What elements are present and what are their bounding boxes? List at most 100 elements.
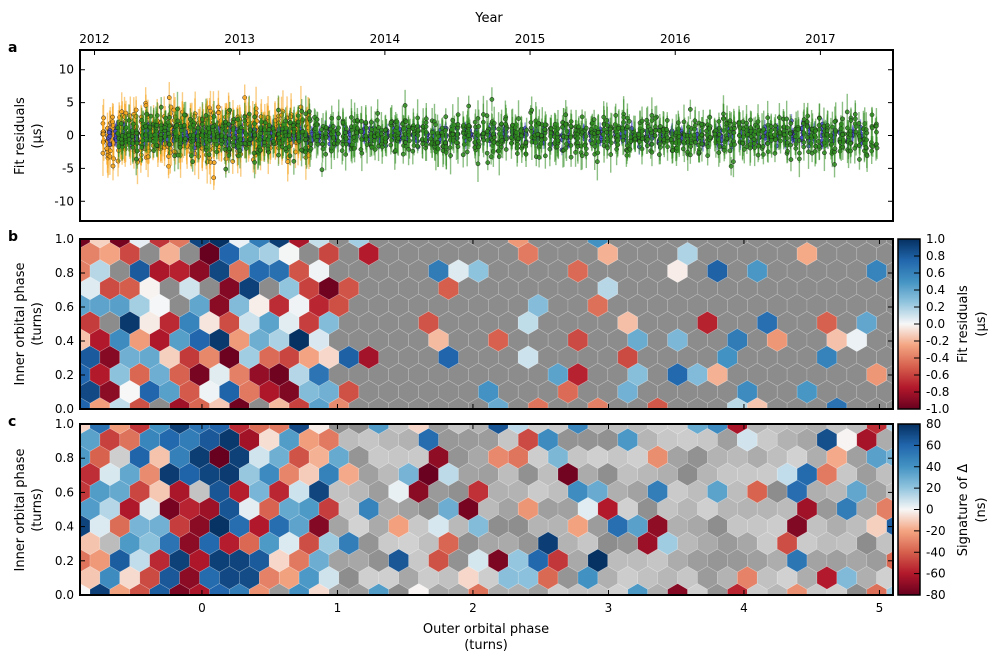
- panel-a-point-green: [688, 107, 692, 111]
- panel-a-point-green: [359, 119, 363, 123]
- panel-a-point-green: [693, 140, 697, 144]
- panel-a-point-green: [456, 145, 460, 149]
- panel-a-point-orange: [212, 161, 216, 165]
- panel-a-point-green: [163, 126, 167, 130]
- panel-a-point-green: [247, 142, 251, 146]
- panel-a-point-green: [481, 131, 485, 135]
- panel-a-point-green: [288, 138, 292, 142]
- panel-a-point-green: [144, 124, 148, 128]
- panel-a-point-green: [337, 116, 341, 120]
- panel-a-point-green: [188, 117, 192, 121]
- panel-a-point-green: [424, 117, 428, 121]
- panel-a-point-green: [299, 148, 303, 152]
- panel-a-point-green: [207, 152, 211, 156]
- panel-a-point-green: [296, 120, 300, 124]
- panel-a-point-green: [277, 136, 281, 140]
- panel-a-point-green: [515, 151, 519, 155]
- panel-a-point-green: [134, 131, 138, 135]
- panel-a-point-green: [307, 109, 311, 113]
- panel-a-point-green: [516, 116, 520, 120]
- panel-a-point-green: [580, 154, 584, 158]
- panel-a-point-green: [530, 108, 534, 112]
- panel-a-point-green: [301, 129, 305, 133]
- panel-a-point-green: [406, 125, 410, 129]
- panel-a-point-green: [664, 127, 668, 131]
- panel-a-point-green: [543, 154, 547, 158]
- panel-a-point-green: [697, 150, 701, 154]
- panel-a-point-green: [485, 114, 489, 118]
- panel-a-point-green: [191, 160, 195, 164]
- panel-a-point-green: [309, 142, 313, 146]
- panel-a-point-green: [657, 152, 661, 156]
- panel-a-point-green: [292, 159, 296, 163]
- panel-a-point-green: [548, 147, 552, 151]
- panel-a-point-green: [708, 135, 712, 139]
- panel-a-point-green: [467, 104, 471, 108]
- panel-a-point-green: [196, 126, 200, 130]
- panel-a-point-green: [717, 132, 721, 136]
- panel-a-point-green: [159, 133, 163, 137]
- panel-a-point-green: [224, 167, 228, 171]
- panel-a-point-green: [744, 121, 748, 125]
- panel-a-point-green: [728, 149, 732, 153]
- panel-a-point-green: [208, 138, 212, 142]
- panel-a-point-green: [477, 124, 481, 128]
- panel-a-point-green: [444, 115, 448, 119]
- panel-a-point-green: [376, 111, 380, 115]
- panel-a-point-green: [424, 143, 428, 147]
- panel-a-point-green: [262, 141, 266, 145]
- panel-a-point-green: [524, 140, 528, 144]
- panel-a-point-green: [504, 122, 508, 126]
- panel-a-point-green: [267, 127, 271, 131]
- panel-a-point-green: [176, 119, 180, 123]
- panel-a-point-green: [614, 113, 618, 117]
- panel-a-point-green: [331, 124, 335, 128]
- panel-a-point-green: [231, 120, 235, 124]
- panel-a-marks: [101, 82, 880, 190]
- panel-a-point-green: [700, 142, 704, 146]
- panel-a-point-green: [406, 147, 410, 151]
- panel-a-point-green: [556, 139, 560, 143]
- panel-a-point-green: [303, 138, 307, 142]
- panel-a-point-orange: [120, 110, 124, 114]
- top-axis-label: Year: [474, 11, 503, 26]
- panel-a-point-green: [681, 147, 685, 151]
- panel-a-point-green: [243, 115, 247, 119]
- panel-a-point-green: [320, 142, 324, 146]
- panel-a-point-orange: [101, 151, 105, 155]
- panel-a-point-green: [316, 134, 320, 138]
- panel-a-point-green: [320, 168, 324, 172]
- panel-a-point-green: [227, 122, 231, 126]
- panel-a-point-green: [166, 131, 170, 135]
- panel-a-point-green: [320, 127, 324, 131]
- panel-a-point-green: [344, 142, 348, 146]
- panel-a-point-green: [595, 160, 599, 164]
- panel-a-point-green: [732, 126, 736, 130]
- panel-a-point-green: [584, 126, 588, 130]
- panel-a-point-green: [119, 121, 123, 125]
- panel-a-point-green: [130, 134, 134, 138]
- panel-a-point-green: [291, 123, 295, 127]
- panel-a-point-green: [645, 144, 649, 148]
- panel-a-point-green: [243, 141, 247, 145]
- panel-a-point-green: [401, 152, 405, 156]
- panel-a-point-green: [721, 112, 725, 116]
- panel-a-point-green: [476, 162, 480, 166]
- panel-a-point-green: [640, 137, 644, 141]
- panel-a-point-green: [740, 141, 744, 145]
- panel-a-point-green: [416, 128, 420, 132]
- panel-a-point-green: [135, 141, 139, 145]
- panel-a-point-green: [182, 123, 186, 127]
- panel-a-point-green: [443, 141, 447, 145]
- panel-a-point-green: [219, 138, 223, 142]
- panel-a-point-green: [708, 115, 712, 119]
- panel-a-point-green: [640, 119, 644, 123]
- panel-a-point-green: [569, 124, 573, 128]
- panel-a-point-green: [435, 141, 439, 145]
- panel-a-point-green: [669, 138, 673, 142]
- panel-a-point-orange: [110, 115, 114, 119]
- panel-a-point-green: [239, 126, 243, 130]
- panel-a-point-green: [192, 128, 196, 132]
- panel-a-point-green: [228, 108, 232, 112]
